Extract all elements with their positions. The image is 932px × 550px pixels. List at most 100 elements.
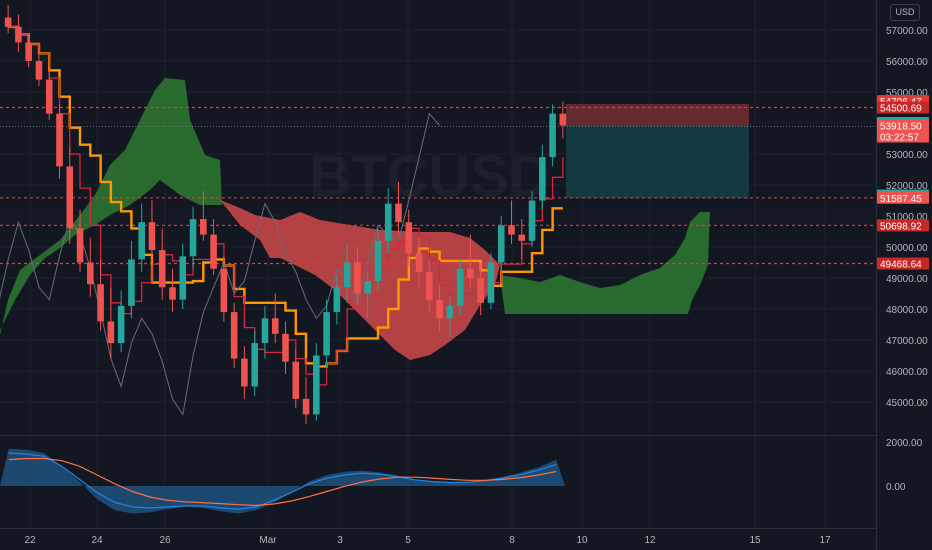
- candle[interactable]: [539, 144, 546, 210]
- candle[interactable]: [97, 259, 104, 331]
- candle[interactable]: [323, 299, 330, 368]
- candle[interactable]: [158, 228, 166, 300]
- candle[interactable]: [87, 237, 94, 297]
- candle[interactable]: [241, 346, 248, 399]
- candle-body[interactable]: [66, 166, 74, 229]
- candle[interactable]: [261, 305, 269, 359]
- candle[interactable]: [189, 206, 197, 269]
- candle[interactable]: [271, 293, 279, 344]
- candle[interactable]: [313, 343, 320, 421]
- candle-body[interactable]: [313, 355, 320, 415]
- candle-body[interactable]: [241, 358, 248, 387]
- candle[interactable]: [343, 243, 351, 303]
- candle[interactable]: [395, 181, 402, 235]
- candle-body[interactable]: [559, 113, 567, 126]
- candle-body[interactable]: [426, 271, 433, 300]
- candle-body[interactable]: [169, 287, 176, 300]
- candle[interactable]: [230, 302, 238, 368]
- candle-body[interactable]: [477, 278, 484, 303]
- candle-body[interactable]: [200, 219, 207, 235]
- candle[interactable]: [148, 200, 156, 266]
- candle-body[interactable]: [4, 17, 12, 27]
- take-profit-zone[interactable]: [566, 126, 749, 199]
- candle[interactable]: [179, 243, 187, 309]
- candle-body[interactable]: [549, 113, 556, 158]
- candle[interactable]: [302, 377, 310, 424]
- candle-body[interactable]: [251, 343, 258, 387]
- candle[interactable]: [415, 237, 423, 288]
- candle[interactable]: [354, 247, 361, 306]
- candle[interactable]: [107, 287, 115, 359]
- candle-body[interactable]: [56, 113, 63, 167]
- candle-body[interactable]: [220, 268, 228, 313]
- candle-body[interactable]: [87, 262, 94, 285]
- candle-body[interactable]: [117, 305, 125, 344]
- candle-body[interactable]: [76, 228, 84, 263]
- candle-body[interactable]: [333, 287, 341, 313]
- candle-body[interactable]: [128, 259, 135, 306]
- candle[interactable]: [405, 209, 413, 266]
- candle-body[interactable]: [384, 203, 392, 241]
- candle-body[interactable]: [15, 26, 22, 43]
- candle-body[interactable]: [292, 361, 300, 399]
- candle-body[interactable]: [282, 333, 289, 362]
- candle-body[interactable]: [528, 200, 536, 241]
- candle-body[interactable]: [405, 222, 413, 254]
- candle-body[interactable]: [487, 262, 495, 303]
- candle[interactable]: [426, 259, 433, 313]
- candle[interactable]: [528, 191, 536, 247]
- candle-body[interactable]: [148, 222, 156, 251]
- candle-body[interactable]: [302, 398, 310, 415]
- candle[interactable]: [374, 228, 382, 291]
- candlestick-series[interactable]: [4, 5, 567, 424]
- candle-body[interactable]: [395, 203, 402, 223]
- time-axis[interactable]: 22 24 26 Mar 3 5 8 10 12 15 17: [24, 535, 831, 546]
- candle[interactable]: [251, 330, 258, 396]
- candle[interactable]: [456, 259, 464, 316]
- candle-body[interactable]: [45, 79, 53, 114]
- candle[interactable]: [364, 271, 371, 319]
- candle[interactable]: [138, 203, 145, 272]
- candle-body[interactable]: [446, 305, 454, 319]
- candle-body[interactable]: [107, 321, 115, 344]
- candle[interactable]: [467, 234, 474, 288]
- currency-button[interactable]: USD: [890, 4, 920, 21]
- candle-body[interactable]: [271, 318, 279, 334]
- candle-body[interactable]: [364, 281, 371, 294]
- candle-body[interactable]: [436, 299, 443, 319]
- candle[interactable]: [210, 219, 217, 275]
- candle[interactable]: [76, 209, 84, 272]
- oscillator-axis[interactable]: 2000.00 0.00: [886, 438, 923, 493]
- candle[interactable]: [436, 284, 443, 331]
- candle[interactable]: [117, 290, 125, 353]
- candle-body[interactable]: [323, 312, 330, 356]
- candle[interactable]: [559, 101, 567, 139]
- candle[interactable]: [220, 256, 228, 322]
- candle[interactable]: [56, 104, 63, 179]
- candle[interactable]: [4, 5, 12, 34]
- candle[interactable]: [45, 67, 53, 120]
- candle-body[interactable]: [230, 312, 238, 359]
- candle[interactable]: [15, 14, 22, 52]
- candle-body[interactable]: [158, 250, 166, 288]
- position-zones[interactable]: [566, 104, 749, 199]
- candle-body[interactable]: [261, 318, 269, 344]
- candle-body[interactable]: [456, 268, 464, 306]
- candle-body[interactable]: [354, 262, 361, 294]
- candle-body[interactable]: [97, 284, 104, 322]
- candle-body[interactable]: [138, 222, 145, 260]
- candle-body[interactable]: [374, 240, 382, 282]
- candle[interactable]: [282, 321, 289, 375]
- candle[interactable]: [477, 262, 484, 316]
- candle[interactable]: [169, 268, 176, 313]
- candle-body[interactable]: [415, 253, 423, 272]
- candle[interactable]: [446, 296, 454, 337]
- candle-body[interactable]: [508, 225, 515, 235]
- candle[interactable]: [508, 200, 515, 244]
- candle[interactable]: [25, 33, 32, 68]
- candle[interactable]: [333, 274, 341, 325]
- candle[interactable]: [35, 51, 43, 86]
- candle[interactable]: [549, 104, 556, 167]
- candle-body[interactable]: [539, 157, 546, 201]
